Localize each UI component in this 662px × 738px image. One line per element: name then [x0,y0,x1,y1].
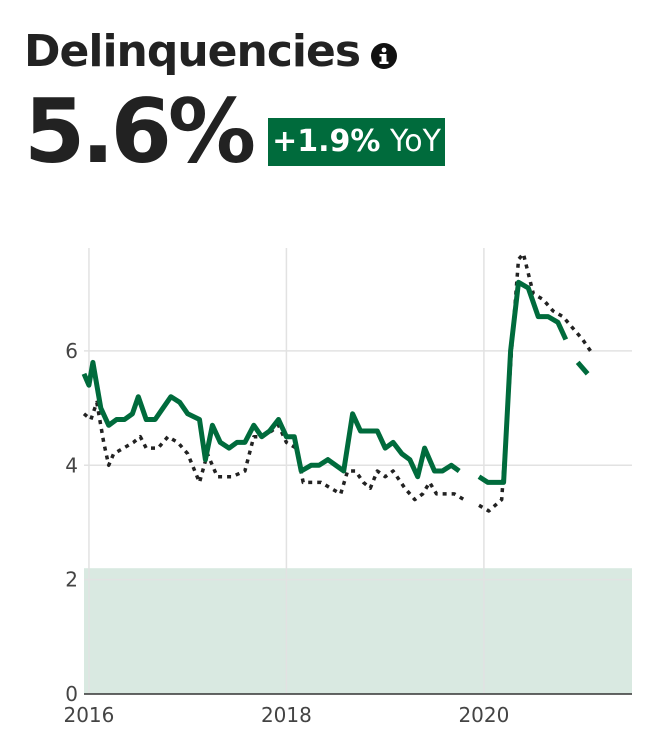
y-tick-label: 4 [65,453,78,477]
delinquency-series-line [81,359,461,480]
comparison-series-line [478,251,592,513]
page-title: Delinquencies [24,26,361,77]
x-tick-label: 2018 [261,703,312,727]
y-tick-label: 0 [65,682,78,706]
x-tick-label: 2016 [63,703,114,727]
yoy-badge: +1.9% YoY [268,118,445,166]
widget-header: Delinquencies 5.6% +1.9% YoY [24,22,445,180]
shaded-band [84,568,632,694]
comparison-series-line [82,400,465,502]
metric-row: 5.6% +1.9% YoY [24,84,445,180]
y-tick-label: 6 [65,339,78,363]
delinquency-series-line [477,279,569,485]
delinquency-line-chart: 0 2 4 6 2016 2018 2020 [63,248,632,727]
delinquency-series-line [575,360,590,376]
title-row: Delinquencies [24,22,445,82]
x-tick-label: 2020 [458,703,509,727]
info-icon[interactable] [370,42,398,70]
metric-value: 5.6% [24,80,256,183]
yoy-delta: +1.9% [272,124,381,159]
yoy-suffix: YoY [389,124,441,159]
y-tick-label: 2 [65,568,78,592]
